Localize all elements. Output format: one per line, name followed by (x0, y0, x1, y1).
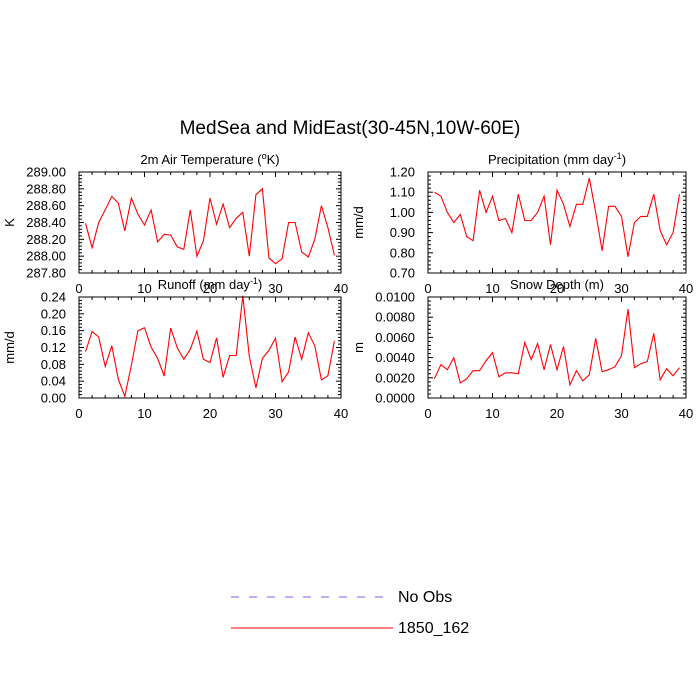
y-tick-label: 288.80 (26, 181, 66, 196)
y-tick-label: 0.0060 (375, 330, 415, 345)
y-tick-label: 0.24 (41, 290, 66, 305)
y-tick-label: 0.0020 (375, 370, 415, 385)
x-tick-label: 0 (424, 281, 431, 296)
legend-entry: No Obs (231, 589, 452, 606)
y-axis-label: m (351, 342, 366, 353)
y-tick-label: 0.16 (41, 323, 66, 338)
x-tick-label: 0 (75, 281, 82, 296)
y-tick-label: 288.00 (26, 249, 66, 264)
y-tick-label: 0.00 (41, 391, 66, 406)
y-tick-label: 0.0080 (375, 310, 415, 325)
x-tick-label: 40 (334, 281, 348, 296)
figure-title: MedSea and MidEast(30-45N,10W-60E) (180, 118, 521, 139)
y-tick-label: 288.40 (26, 215, 66, 230)
y-tick-label: 1.00 (390, 205, 415, 220)
y-tick-label: 288.20 (26, 232, 66, 247)
y-axis-label: K (2, 218, 17, 227)
panel-title-main: Runoff (mm day (158, 277, 251, 292)
x-tick-label: 40 (679, 406, 693, 421)
y-tick-label: 1.10 (390, 185, 415, 200)
x-tick-label: 10 (137, 281, 151, 296)
panel-3: Runoff (mm day-1) mm/d 0.00 0.04 0.08 0.12 0.1… (2, 276, 348, 421)
y-tick-label: 0.80 (390, 245, 415, 260)
plot-frame (78, 171, 342, 274)
series-line-1850_162 (433, 309, 680, 387)
panel-title-main: Precipitation (mm day (488, 152, 614, 167)
x-tick-label: 20 (550, 281, 564, 296)
plot-frame (427, 171, 687, 274)
y-tick-label: 0.12 (41, 340, 66, 355)
panel-title-main: 2m Air Temperature ( (140, 152, 262, 167)
panel-title-superscript: o (262, 151, 267, 161)
legend-label: 1850_162 (398, 620, 469, 637)
y-tick-label: 0.04 (41, 374, 66, 389)
legend: No Obs 1850_162 (231, 589, 469, 637)
plot-frame (78, 296, 342, 399)
x-tick-label: 40 (334, 406, 348, 421)
panel-title-superscript: -1 (250, 276, 258, 286)
x-tick-label: 10 (485, 281, 499, 296)
x-tick-label: 0 (424, 406, 431, 421)
panel-title-main: Snow Depth (m) (510, 277, 604, 292)
y-tick-label: 0.08 (41, 357, 66, 372)
panel-1: 2m Air Temperature (oK) K 287.80 288.00 288.… (2, 151, 348, 296)
panel-title-tail: ) (258, 277, 262, 292)
panel-title: Snow Depth (m) (510, 277, 604, 292)
x-tick-label: 20 (203, 406, 217, 421)
y-tick-label: 0.70 (390, 266, 415, 281)
x-tick-label: 30 (614, 406, 628, 421)
x-tick-label: 30 (614, 281, 628, 296)
panel-title: Runoff (mm day-1) (158, 276, 263, 292)
panel-title: 2m Air Temperature (oK) (140, 151, 279, 167)
x-tick-label: 20 (550, 406, 564, 421)
series-line-1850_162 (84, 295, 335, 399)
y-tick-label: 1.20 (390, 165, 415, 180)
y-tick-label: 0.0000 (375, 391, 415, 406)
panel-4: Snow Depth (m) m 0.0000 0.0020 0.0040 0.0060 0… (351, 277, 693, 421)
panel-2: Precipitation (mm day-1) mm/d 0.70 0.80 0.90… (351, 151, 693, 296)
panel-title-superscript: -1 (614, 151, 622, 161)
panel-title: Precipitation (mm day-1) (488, 151, 626, 167)
panel-title-tail: ) (622, 152, 626, 167)
series-line-1850_162 (84, 187, 335, 265)
y-tick-label: 0.0100 (375, 290, 415, 305)
legend-entry: 1850_162 (231, 620, 469, 637)
x-tick-label: 10 (137, 406, 151, 421)
y-axis-label: mm/d (351, 206, 366, 239)
panel-title-tail: K) (267, 152, 280, 167)
legend-label: No Obs (398, 589, 452, 606)
panels: 2m Air Temperature (oK) K 287.80 288.00 288.… (2, 151, 693, 421)
x-tick-label: 10 (485, 406, 499, 421)
y-tick-label: 0.20 (41, 306, 66, 321)
y-tick-label: 288.60 (26, 198, 66, 213)
series-line-1850_162 (434, 177, 681, 257)
y-tick-label: 289.00 (26, 165, 66, 180)
y-tick-label: 287.80 (26, 266, 66, 281)
x-tick-label: 40 (679, 281, 693, 296)
x-tick-label: 20 (203, 281, 217, 296)
x-tick-label: 30 (268, 281, 282, 296)
y-tick-label: 0.0040 (375, 350, 415, 365)
plot-frame (427, 296, 687, 399)
y-tick-label: 0.90 (390, 225, 415, 240)
x-tick-label: 30 (268, 406, 282, 421)
x-tick-label: 0 (75, 406, 82, 421)
y-axis-label: mm/d (2, 331, 17, 364)
